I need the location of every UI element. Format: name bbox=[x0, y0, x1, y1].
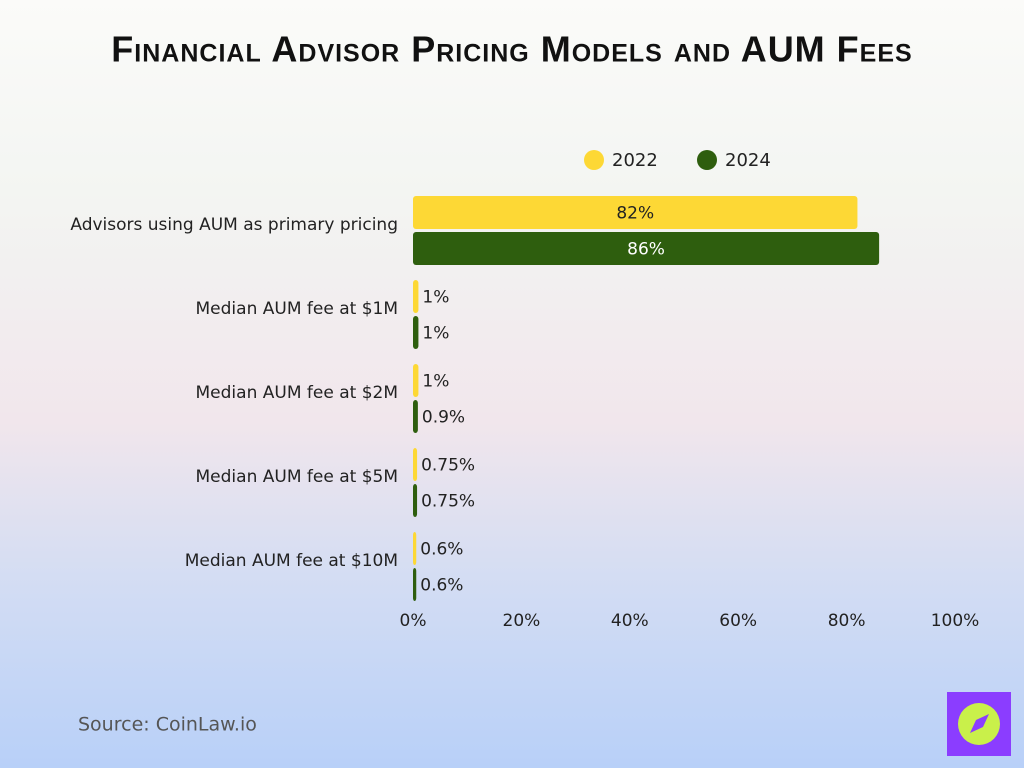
bar bbox=[413, 196, 858, 229]
y-tick-label: Median AUM fee at $10M bbox=[185, 551, 398, 571]
value-label: 1% bbox=[422, 372, 449, 392]
chart-title: Financial Advisor Pricing Models and AUM… bbox=[111, 29, 912, 70]
bar bbox=[413, 532, 417, 565]
y-tick-label: Median AUM fee at $2M bbox=[196, 383, 398, 403]
legend-marker bbox=[697, 150, 717, 170]
x-tick-label: 80% bbox=[828, 611, 866, 631]
bar bbox=[413, 448, 418, 481]
legend-label: 2024 bbox=[725, 150, 771, 171]
x-tick-label: 60% bbox=[719, 611, 757, 631]
value-label: 1% bbox=[422, 288, 449, 308]
bar bbox=[413, 400, 418, 433]
x-tick-label: 100% bbox=[931, 611, 980, 631]
value-label: 0.75% bbox=[421, 456, 475, 476]
bar bbox=[413, 364, 419, 397]
y-tick-label: Median AUM fee at $1M bbox=[196, 299, 398, 319]
value-label: 0.6% bbox=[420, 540, 463, 560]
y-tick-label: Median AUM fee at $5M bbox=[196, 467, 398, 487]
source: Source: CoinLaw.io bbox=[78, 714, 257, 736]
value-label: 0.75% bbox=[421, 492, 475, 512]
bar bbox=[413, 232, 880, 265]
logo bbox=[947, 692, 1011, 756]
value-label: 0.6% bbox=[420, 576, 463, 596]
x-tick-label: 20% bbox=[503, 611, 541, 631]
legend-marker bbox=[584, 150, 604, 170]
value-label: 82% bbox=[616, 204, 654, 224]
y-tick-label: Advisors using AUM as primary pricing bbox=[70, 215, 398, 235]
bar bbox=[413, 484, 418, 517]
value-label: 1% bbox=[422, 324, 449, 344]
bar bbox=[413, 568, 417, 601]
bar bbox=[413, 316, 419, 349]
x-tick-label: 40% bbox=[611, 611, 649, 631]
value-label: 0.9% bbox=[422, 408, 465, 428]
legend-label: 2022 bbox=[612, 150, 658, 171]
bar bbox=[413, 280, 419, 313]
x-tick-label: 0% bbox=[400, 611, 427, 631]
value-label: 86% bbox=[627, 240, 665, 260]
